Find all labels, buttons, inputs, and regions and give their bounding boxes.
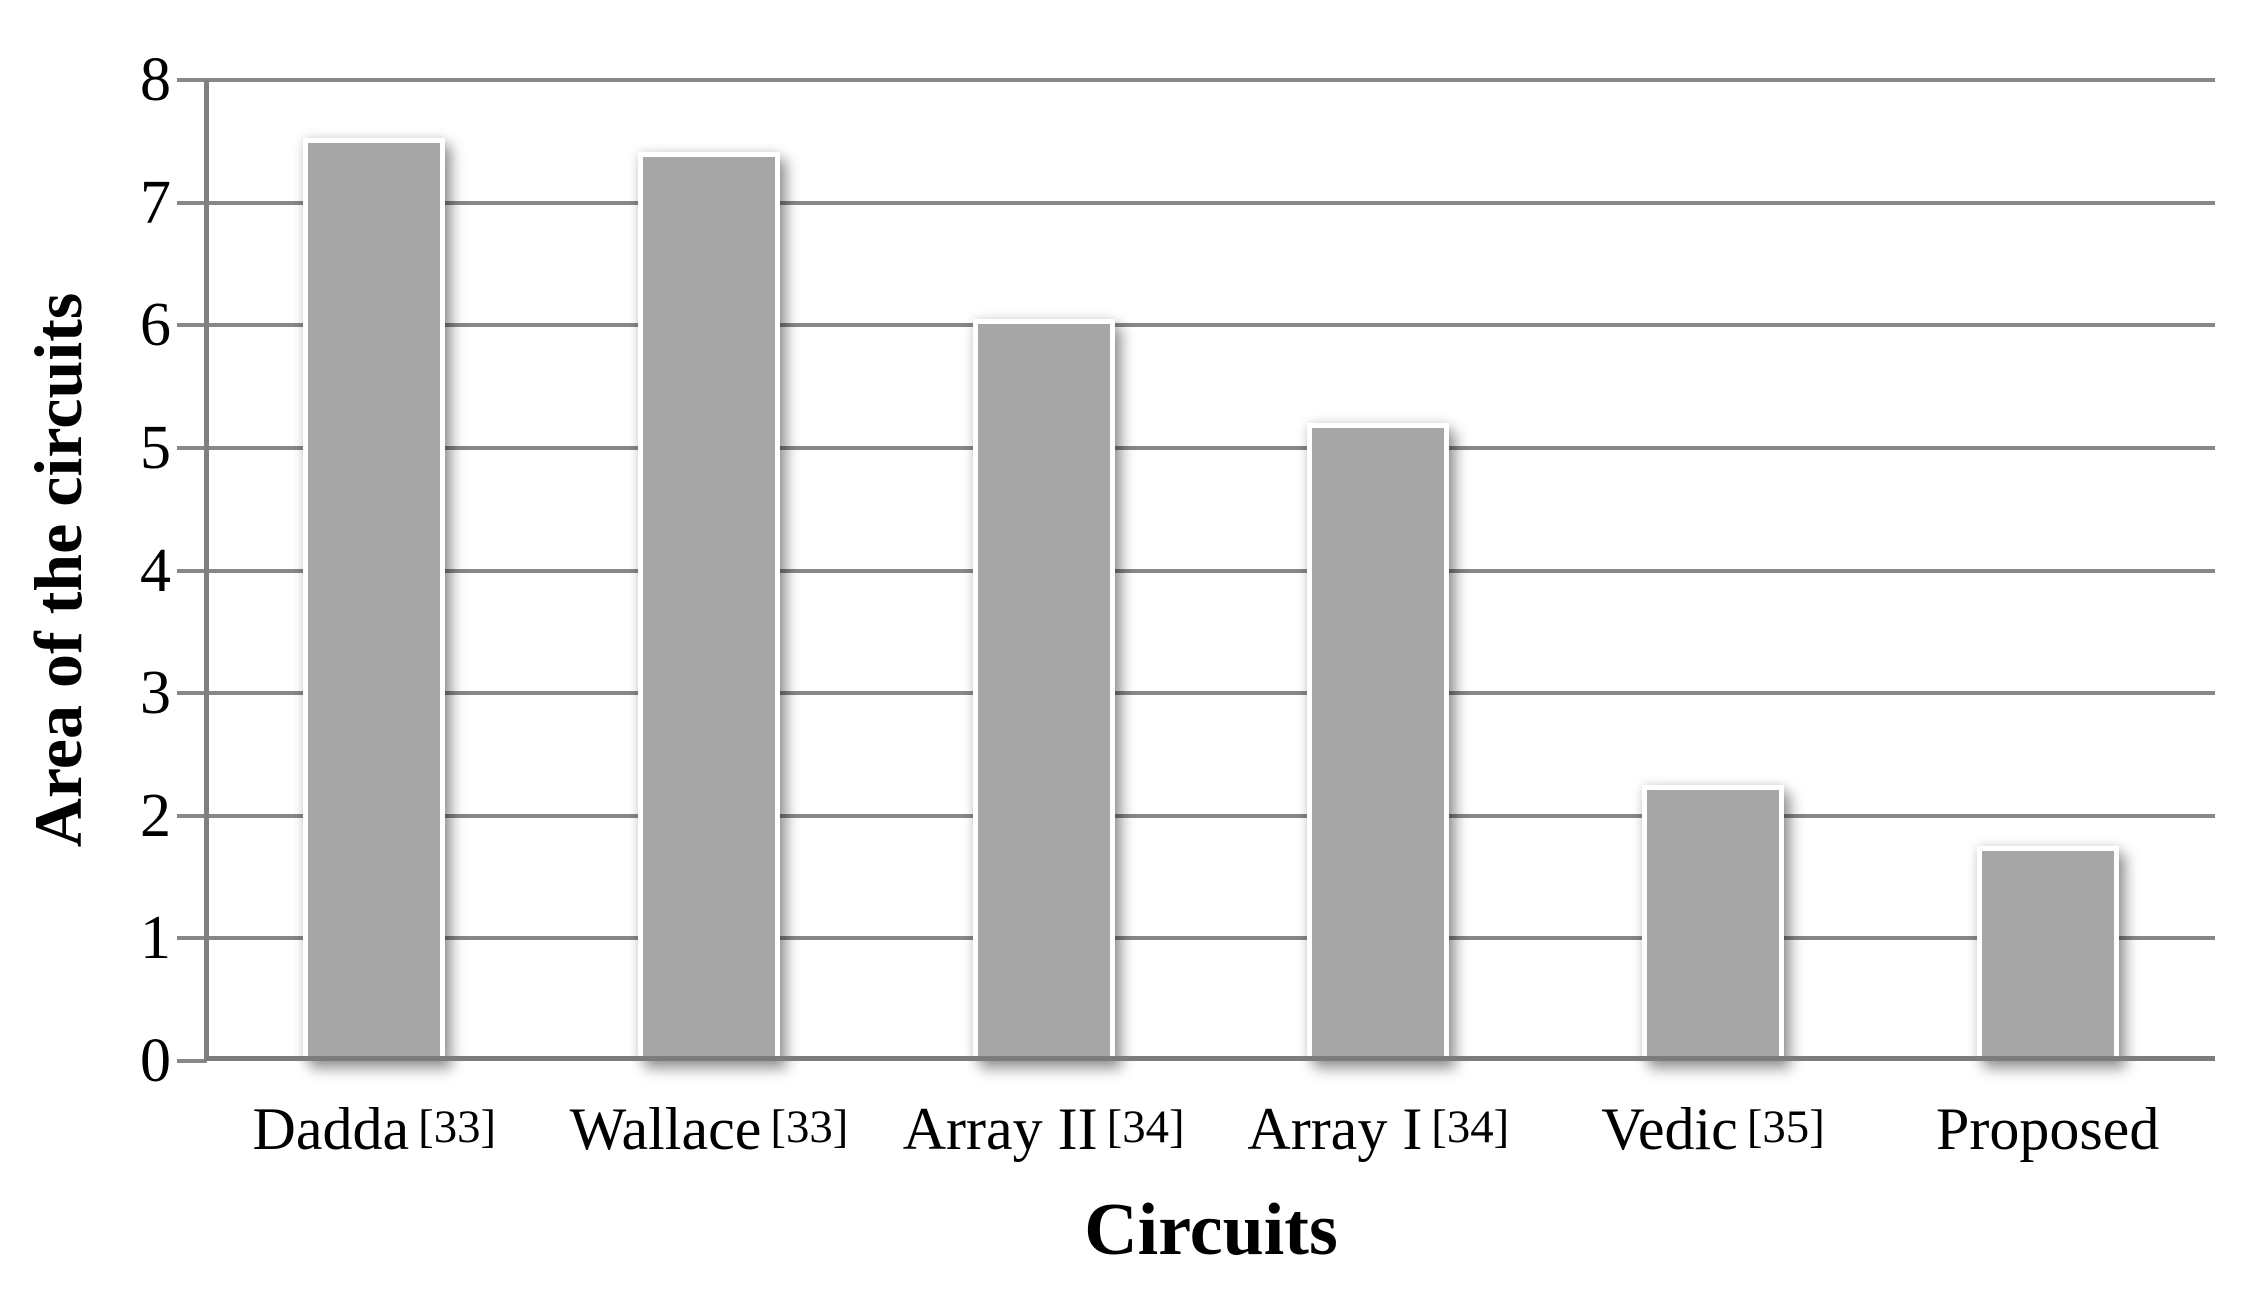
x-tick-label-array-ii: Array II [34]: [903, 1095, 1185, 1164]
y-tick-label-8: 8: [140, 46, 171, 114]
y-axis-tick-4: [177, 568, 207, 573]
y-axis-tick-5: [177, 445, 207, 450]
y-axis-tick-0: [177, 1059, 207, 1063]
plot-area: 0 1 2 3 4 5 6 7 8: [140, 49, 2215, 1092]
bar-dadda: [303, 137, 446, 1061]
y-tick-label-6: 6: [140, 291, 171, 360]
bar-proposed: [1976, 846, 2119, 1061]
x-tick-label-vedic: Vedic [35]: [1601, 1095, 1825, 1164]
x-axis-labels: Dadda [33] Wallace [33] Array II [34] Array I[…: [207, 1095, 2215, 1175]
citation-ref: [33]: [418, 1101, 497, 1153]
y-tick-label-2: 2: [140, 781, 171, 850]
y-axis-tick-7: [177, 200, 207, 205]
y-tick-label-1: 1: [140, 904, 171, 973]
y-axis-tick-8: [177, 78, 207, 82]
y-tick-label-5: 5: [140, 413, 171, 482]
category-name: Vedic: [1601, 1096, 1738, 1162]
citation-ref: [35]: [1746, 1101, 1825, 1153]
citation-ref: [34]: [1106, 1101, 1185, 1153]
gridline-7: [207, 200, 2215, 205]
category-name: Array II: [902, 1096, 1098, 1162]
category-name: Dadda: [252, 1096, 410, 1162]
y-axis-tick-1: [177, 936, 207, 941]
y-axis-tick-2: [177, 813, 207, 818]
gridline-2: [207, 813, 2215, 818]
x-tick-label-dadda: Dadda [33]: [253, 1095, 497, 1164]
bar-array-ii: [972, 319, 1115, 1061]
y-tick-label-7: 7: [140, 168, 171, 237]
x-tick-label-proposed: Proposed: [1936, 1095, 2159, 1164]
category-name: Proposed: [1935, 1096, 2160, 1162]
citation-ref: [33]: [770, 1101, 849, 1153]
gridline-6: [207, 323, 2215, 328]
gridline-3: [207, 691, 2215, 696]
x-axis-line: [207, 1056, 2215, 1061]
bar-wallace: [638, 152, 780, 1061]
bar-array-i: [1307, 423, 1450, 1061]
bar-vedic: [1642, 785, 1784, 1061]
y-tick-label-3: 3: [140, 659, 171, 728]
gridline-5: [207, 445, 2215, 450]
x-axis-title: Circuits: [1084, 1189, 1338, 1271]
category-name: Wallace: [569, 1096, 762, 1162]
category-name: Array I: [1247, 1096, 1423, 1162]
gridline-8: [207, 78, 2215, 82]
y-axis-title: Area of the circuits: [20, 292, 96, 848]
y-axis-line: [204, 80, 209, 1061]
y-axis-tick-3: [177, 691, 207, 696]
gridline-1: [207, 936, 2215, 941]
y-tick-label-0: 0: [140, 1027, 171, 1095]
x-tick-label-array-i: Array I [34]: [1247, 1095, 1509, 1164]
citation-ref: [34]: [1431, 1101, 1510, 1153]
x-tick-label-wallace: Wallace [33]: [570, 1095, 849, 1164]
gridline-4: [207, 568, 2215, 573]
y-axis-tick-6: [177, 323, 207, 328]
y-tick-label-4: 4: [140, 536, 171, 605]
